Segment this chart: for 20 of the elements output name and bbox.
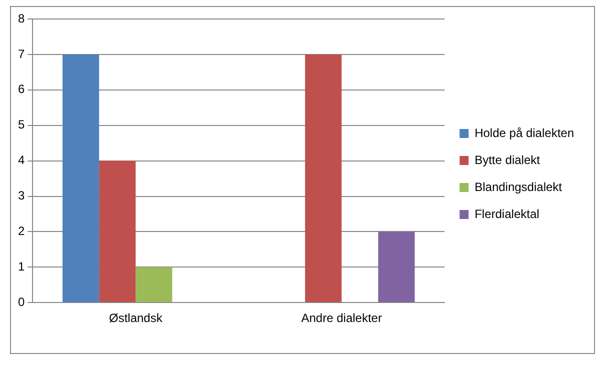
y-tick-label: 7: [18, 46, 25, 61]
y-tick-label: 8: [18, 11, 25, 26]
x-tick-label: Andre dialekter: [301, 311, 382, 326]
legend-label: Holde på dialekten: [474, 126, 574, 140]
legend-label: Bytte dialekt: [474, 152, 541, 167]
y-tick-label: 2: [18, 224, 25, 238]
legend-label: Flerdialektal: [474, 206, 540, 221]
x-tick-label: Østlandsk: [108, 311, 164, 326]
bar: [305, 54, 342, 302]
y-tick-label: 0: [18, 294, 25, 309]
legend-label: Blandingsdialekt: [474, 180, 563, 194]
y-tick-label: 6: [18, 82, 25, 96]
y-tick-label: 4: [18, 153, 25, 168]
y-tick-label: 3: [18, 188, 25, 203]
bar: [136, 267, 172, 302]
bar: [99, 160, 136, 302]
y-tick-label: 5: [18, 118, 25, 132]
bar: [62, 54, 100, 302]
bar: [378, 232, 415, 302]
y-tick-label: 1: [18, 259, 25, 274]
